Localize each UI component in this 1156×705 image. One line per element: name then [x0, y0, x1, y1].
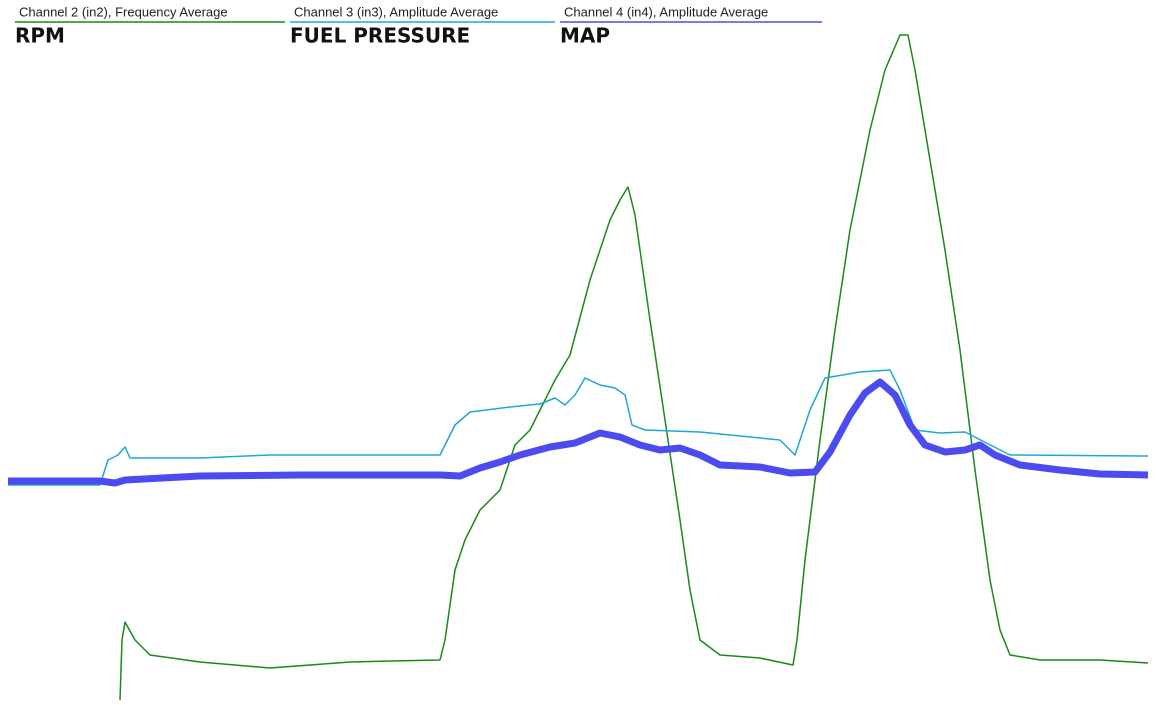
channel-label: FUEL PRESSURE [290, 24, 470, 48]
channel-name: Channel 4 (in4), Amplitude Average [564, 4, 768, 19]
channel-name: Channel 2 (in2), Frequency Average [19, 4, 228, 19]
channel-name: Channel 3 (in3), Amplitude Average [294, 4, 498, 19]
trace [8, 378, 1149, 487]
trace [119, 34, 1149, 701]
trace [8, 369, 1149, 486]
channel-label: RPM [15, 24, 65, 48]
channel-label: MAP [560, 24, 610, 48]
